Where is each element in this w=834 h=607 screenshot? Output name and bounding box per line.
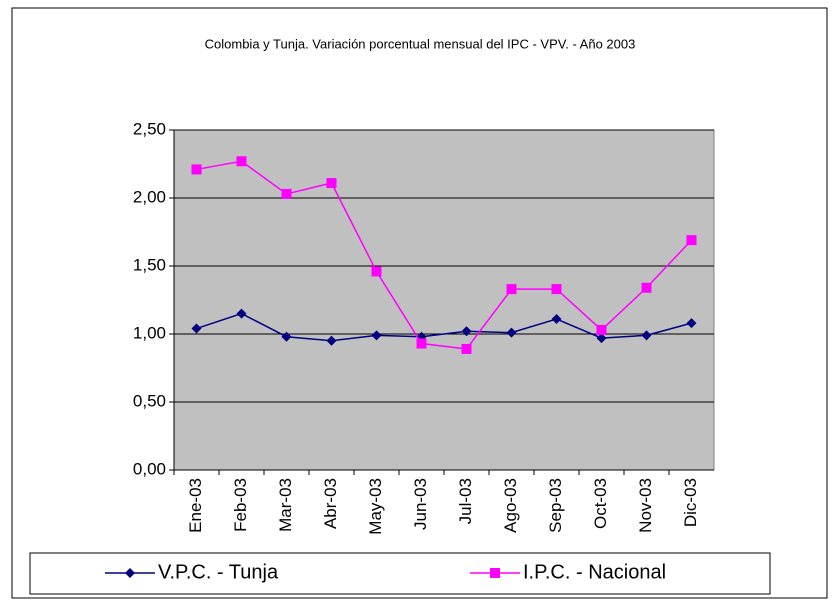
y-tick-label: 2,00 xyxy=(133,187,166,206)
point xyxy=(281,331,292,342)
point xyxy=(371,330,382,341)
point xyxy=(371,266,382,277)
point xyxy=(416,338,427,349)
x-tick-label: Oct-03 xyxy=(591,478,610,529)
point xyxy=(686,318,697,329)
point xyxy=(281,188,292,199)
x-tick-label: Ene-03 xyxy=(186,478,205,533)
y-tick-label: 1,50 xyxy=(133,255,166,274)
point xyxy=(326,335,337,346)
x-tick-label: Ago-03 xyxy=(501,478,520,533)
x-tick-label: Abr-03 xyxy=(321,478,340,529)
plot-area xyxy=(173,129,715,471)
y-tick-label: 2,50 xyxy=(133,119,166,138)
x-tick-label: Mar-03 xyxy=(276,478,295,532)
x-tick-label: May-03 xyxy=(366,478,385,535)
x-tick-label: Jun-03 xyxy=(411,478,430,530)
legend-label: V.P.C. - Tunja xyxy=(158,561,279,583)
y-tick-label: 0,00 xyxy=(133,459,166,478)
point xyxy=(236,156,247,167)
chart-title: Colombia y Tunja. Variación porcentual m… xyxy=(205,36,636,51)
point xyxy=(551,284,562,295)
legend-label: I.P.C. - Nacional xyxy=(523,561,666,583)
point xyxy=(506,327,517,338)
point xyxy=(596,324,607,335)
x-tick-label: Dic-03 xyxy=(681,478,700,527)
point xyxy=(191,323,202,334)
point xyxy=(596,333,607,344)
point xyxy=(125,568,135,578)
point xyxy=(490,568,500,578)
point xyxy=(191,164,202,175)
point xyxy=(236,308,247,319)
y-tick-label: 0,50 xyxy=(133,391,166,410)
point xyxy=(686,235,697,246)
point xyxy=(641,330,652,341)
line xyxy=(196,160,693,350)
x-tick-label: Nov-03 xyxy=(636,478,655,533)
x-tick-label: Feb-03 xyxy=(231,478,250,532)
point xyxy=(326,178,337,189)
point xyxy=(641,282,652,293)
y-tick-label: 1,00 xyxy=(133,323,166,342)
point xyxy=(461,326,472,337)
point xyxy=(551,314,562,325)
point xyxy=(461,343,472,354)
x-tick-label: Jul-03 xyxy=(456,478,475,524)
x-tick-label: Sep-03 xyxy=(546,478,565,533)
line xyxy=(196,312,692,342)
point xyxy=(506,284,517,295)
